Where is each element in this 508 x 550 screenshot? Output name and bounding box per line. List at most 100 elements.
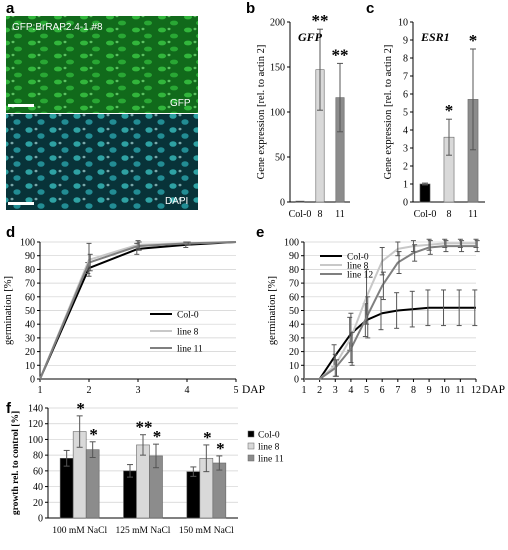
b-y-axis-label: Gene expression [rel. to actin 2]	[256, 45, 267, 180]
c-bar	[419, 183, 431, 203]
e-x-tick-label: 8	[411, 385, 416, 396]
f-bar	[212, 462, 227, 519]
gfp-tint	[6, 16, 198, 113]
d-y-tick-label: 40	[25, 320, 35, 331]
e-y-tick-label: 100	[284, 238, 299, 249]
dapi-channel-label: DAPI	[165, 196, 188, 207]
e-x-tick-label: 5	[364, 385, 369, 396]
c-y-tick-label: 4	[403, 126, 408, 137]
dapi-micrograph	[6, 114, 198, 210]
c-y-tick-label: 2	[403, 162, 408, 173]
panel-a: a GFP:BrRAP2.4-1 #8 GFP DAPI	[6, 0, 198, 210]
scale-bar-bottom	[8, 202, 34, 205]
f-legend-label: line 11	[258, 455, 284, 465]
e-x-tick-label: 10	[440, 385, 450, 396]
d-y-tick-label: 100	[20, 238, 35, 249]
construct-label: GFP:BrRAP2.4-1 #8	[12, 22, 103, 33]
b-bar	[295, 200, 305, 203]
d-y-tick-label: 90	[25, 251, 35, 262]
e-x-tick-label: 7	[395, 385, 400, 396]
f-bar	[123, 470, 137, 519]
gfp-micrograph	[6, 16, 198, 113]
d-x-tick-label: 3	[136, 385, 141, 396]
dapi-shade	[6, 114, 198, 210]
f-legend-swatch	[247, 442, 255, 450]
b-y-tick-label: 100	[270, 108, 285, 119]
panel-e-label: e	[256, 224, 264, 241]
panel-c-label: c	[366, 0, 374, 17]
e-y-tick-label: 70	[289, 279, 299, 290]
c-y-tick-label: 5	[403, 108, 408, 119]
f-legend-label: line 8	[258, 443, 280, 453]
c-category-label: 11	[468, 209, 478, 220]
d-y-tick-label: 80	[25, 265, 35, 276]
e-y-tick-label: 90	[289, 251, 299, 262]
e-legend-label: line 8	[347, 262, 369, 272]
b-y-tick-label: 200	[270, 18, 285, 29]
d-y-axis-label: germination [%]	[3, 276, 14, 345]
e-x-tick-label: 9	[427, 385, 432, 396]
f-y-tick-label: 140	[28, 404, 43, 415]
e-x-tick-label: 1	[302, 385, 307, 396]
e-series-line	[304, 245, 476, 380]
f-y-tick-label: 120	[28, 419, 43, 430]
d-y-tick-label: 70	[25, 279, 35, 290]
d-y-tick-label: 30	[25, 333, 35, 344]
c-y-axis-label: Gene expression [rel. to actin 2]	[383, 45, 394, 180]
d-y-tick-label: 50	[25, 306, 35, 317]
f-legend-swatch	[247, 430, 255, 438]
d-legend-label: line 11	[177, 345, 203, 355]
chart-c: 0 1 2 3 4 5 6 7 8 9 10 Col-0 8 * 11 * ESR1 Gene expressio…	[383, 18, 485, 220]
e-legend-label: Col-0	[347, 253, 369, 263]
e-series-line	[304, 242, 476, 380]
f-bar	[136, 444, 150, 519]
e-y-tick-label: 80	[289, 265, 299, 276]
e-x-tick-label: 11	[456, 385, 466, 396]
d-x-tick-label: 1	[38, 385, 43, 396]
f-y-tick-label: 0	[38, 514, 43, 525]
d-legend-label: line 8	[177, 328, 199, 338]
c-gene-title: ESR1	[420, 30, 450, 44]
e-y-axis-label: germination [%]	[267, 276, 278, 345]
e-y-tick-label: 30	[289, 333, 299, 344]
e-y-tick-label: 20	[289, 347, 299, 358]
d-x-tick-label: 2	[87, 385, 92, 396]
f-category-label: 150 mM NaCl	[179, 526, 234, 536]
e-x-tick-label: 3	[333, 385, 338, 396]
d-legend-label: Col-0	[177, 311, 199, 321]
f-significance: **	[136, 418, 153, 437]
f-legend-swatch	[247, 454, 255, 462]
f-y-tick-label: 80	[33, 451, 43, 462]
f-y-tick-label: 40	[33, 482, 43, 493]
d-x-tick-label: 4	[185, 385, 190, 396]
b-y-tick-label: 0	[280, 198, 285, 209]
d-x-tick-label: 5	[234, 385, 239, 396]
f-legend-label: Col-0	[258, 431, 280, 441]
e-y-tick-label: 0	[294, 375, 299, 386]
c-significance: *	[469, 31, 478, 50]
b-significance: **	[332, 45, 349, 64]
c-y-tick-label: 9	[403, 36, 408, 47]
f-category-label: 100 mM NaCl	[52, 526, 107, 536]
f-bar	[85, 449, 100, 519]
c-y-tick-label: 0	[403, 198, 408, 209]
f-significance: *	[216, 439, 225, 458]
e-x-tick-label: 2	[317, 385, 322, 396]
f-significance: *	[76, 399, 85, 418]
e-x-tick-label: 12	[471, 385, 481, 396]
panel-a-label: a	[6, 0, 15, 17]
c-significance: *	[445, 101, 454, 120]
d-y-tick-label: 0	[30, 375, 35, 386]
e-y-tick-label: 60	[289, 292, 299, 303]
d-y-tick-label: 60	[25, 292, 35, 303]
c-y-tick-label: 10	[398, 18, 408, 29]
c-category-label: Col-0	[414, 209, 437, 220]
b-gene-title: GFP	[298, 30, 323, 44]
b-significance: **	[312, 11, 329, 30]
panel-f-label: f	[6, 400, 12, 417]
e-legend-label: line 12	[347, 271, 373, 281]
chart-d: 0 10 20 30 40 50 60 70 80 90 100 1 2 3 4 5 DAP germinatio…	[3, 238, 265, 397]
